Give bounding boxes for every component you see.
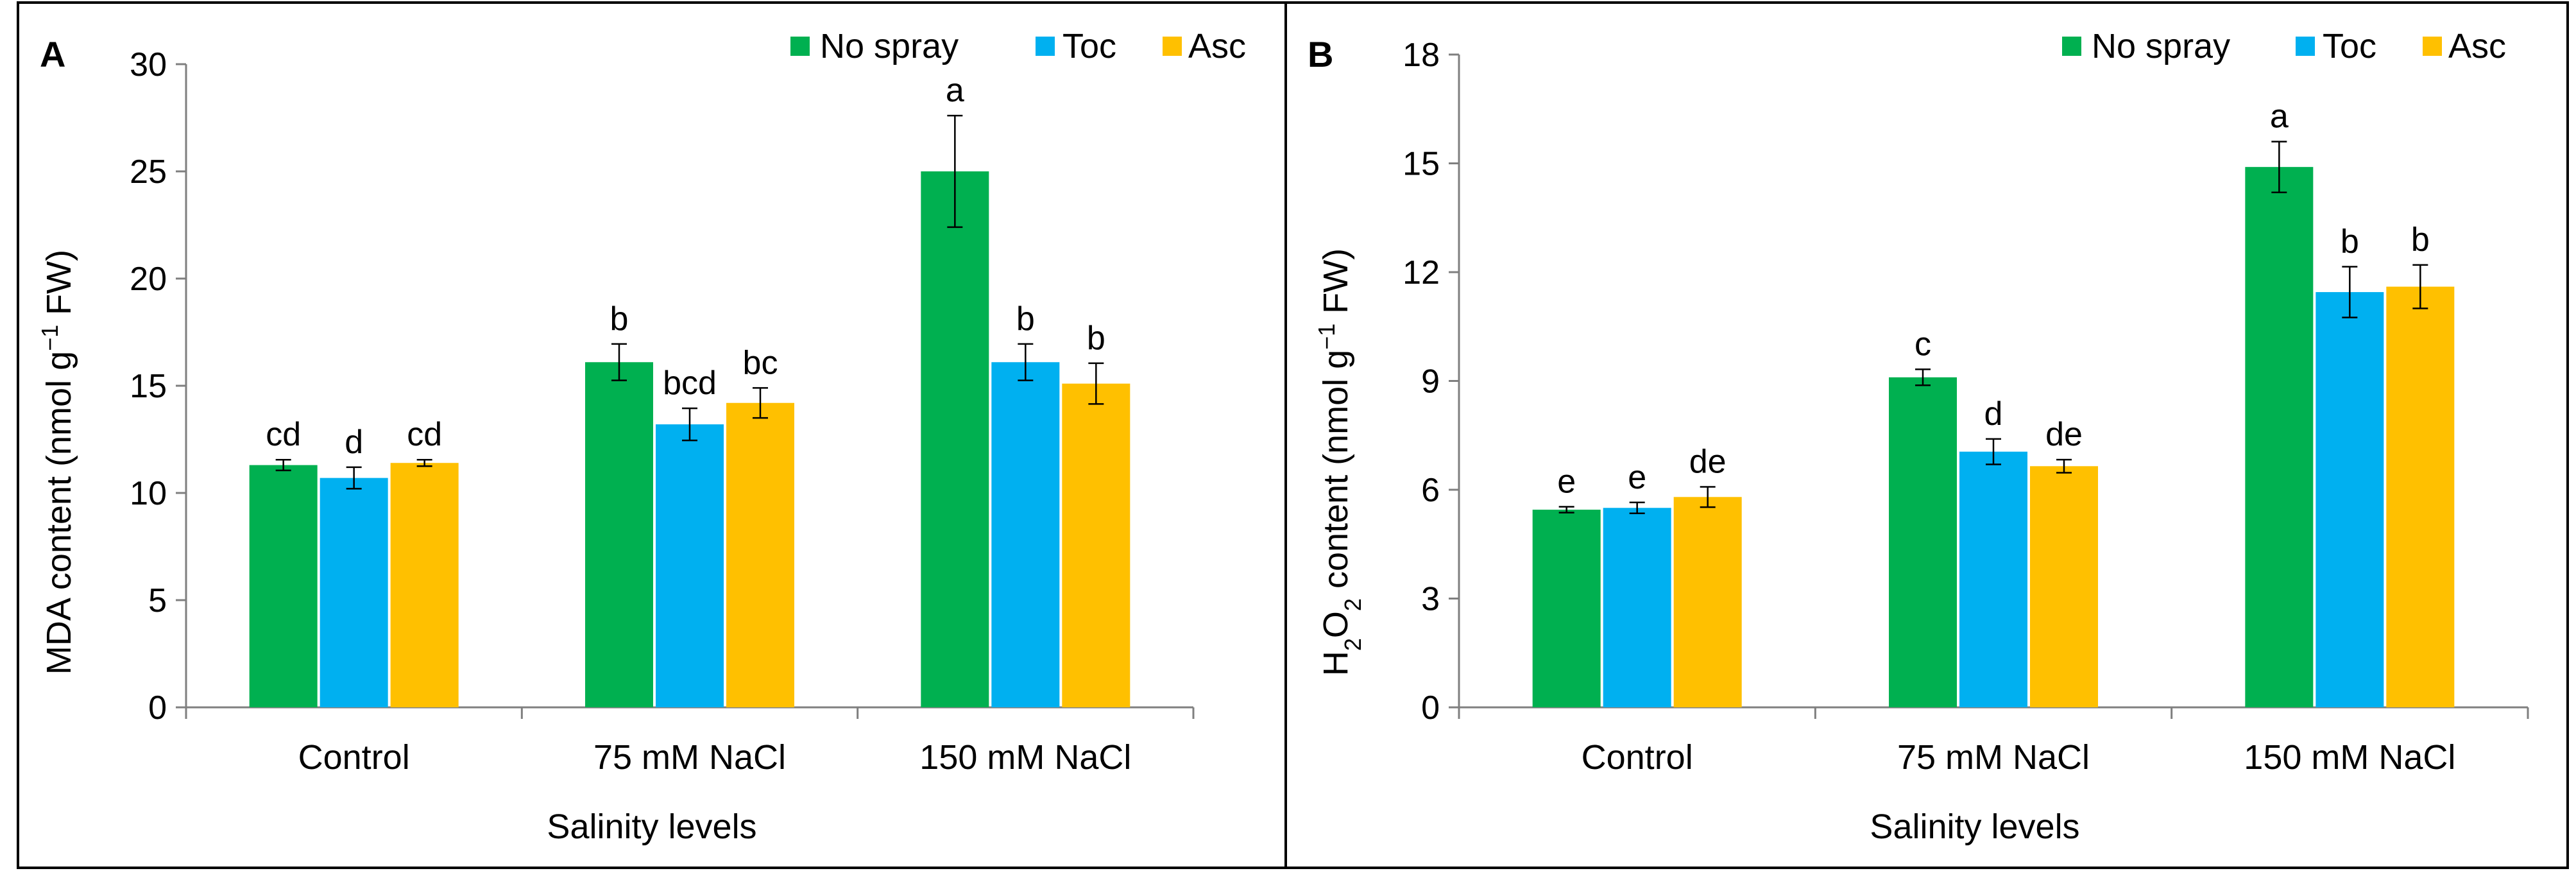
y-tick-label: 15 bbox=[1403, 146, 1440, 183]
significance-letter: b bbox=[1087, 320, 1105, 357]
bar-asc bbox=[2386, 286, 2455, 708]
legend-label-toc: Toc bbox=[1062, 27, 1116, 65]
bar-no-spray bbox=[1532, 510, 1601, 707]
bar-asc bbox=[1673, 497, 1742, 707]
significance-letter: cd bbox=[266, 416, 301, 453]
legend-label-no-spray: No spray bbox=[820, 27, 959, 65]
significance-letter: a bbox=[946, 72, 964, 109]
significance-letter: b bbox=[610, 300, 629, 338]
significance-letter: de bbox=[2045, 416, 2083, 453]
bar-toc bbox=[320, 478, 388, 707]
bar-no-spray bbox=[921, 171, 989, 707]
y-tick-label: 18 bbox=[1403, 37, 1440, 74]
bar-no-spray bbox=[585, 362, 653, 707]
legend-swatch-asc bbox=[2423, 37, 2442, 56]
significance-letter: a bbox=[2270, 98, 2289, 135]
bar-toc bbox=[991, 362, 1060, 707]
y-tick-label: 0 bbox=[148, 689, 167, 727]
significance-letter: cd bbox=[407, 416, 442, 453]
legend-swatch-no-spray bbox=[2062, 37, 2081, 56]
significance-letter: de bbox=[1689, 443, 1727, 480]
panel-a-letter: A bbox=[40, 34, 65, 74]
y-tick-label: 20 bbox=[130, 261, 167, 298]
bar-asc bbox=[390, 463, 459, 707]
panel-a-legend: No spray Toc Asc bbox=[790, 27, 1246, 65]
legend-swatch-toc bbox=[2296, 37, 2315, 56]
significance-letter: b bbox=[2341, 223, 2359, 261]
panel-b-legend: No spray Toc Asc bbox=[2062, 27, 2506, 65]
legend-label-asc: Asc bbox=[2448, 27, 2506, 65]
significance-letter: b bbox=[2411, 221, 2430, 259]
significance-letter: e bbox=[1557, 463, 1576, 501]
y-tick-label: 6 bbox=[1421, 472, 1440, 509]
x-category-label: 150 mM NaCl bbox=[919, 738, 1131, 777]
significance-letter: e bbox=[1628, 459, 1646, 496]
panel-a-plot: 0 5 10 15 20 25 30 Control 75 mM NaCl 150 mM NaCl… bbox=[130, 46, 1195, 777]
significance-letter: c bbox=[1915, 325, 1931, 363]
significance-letter: bc bbox=[743, 344, 778, 381]
bar-toc bbox=[1603, 508, 1671, 707]
x-category-label: Control bbox=[1582, 738, 1693, 777]
bar-asc bbox=[2030, 466, 2098, 707]
x-category-label: Control bbox=[298, 738, 410, 777]
bar-no-spray bbox=[2245, 167, 2314, 707]
panel-b-y-axis-label: H2O2 content (nmol g−1 FW) bbox=[1313, 248, 1366, 676]
bar-no-spray bbox=[249, 465, 318, 707]
legend-swatch-toc bbox=[1036, 37, 1055, 56]
legend-label-no-spray: No spray bbox=[2092, 27, 2230, 65]
panel-a: A No spray Toc Asc MDA content (nmol g−1… bbox=[37, 27, 1247, 846]
panel-b-plot: 0 3 6 9 12 15 18 Control 75 mM NaCl 150 mM NaCl e c… bbox=[1403, 37, 2529, 777]
legend-swatch-asc bbox=[1163, 37, 1182, 56]
bar-toc bbox=[2316, 292, 2384, 707]
panel-a-x-axis-label: Salinity levels bbox=[547, 807, 756, 846]
y-tick-label: 10 bbox=[130, 475, 167, 512]
x-category-label: 75 mM NaCl bbox=[593, 738, 786, 777]
figure-frame bbox=[17, 1, 2569, 869]
panel-b-letter: B bbox=[1308, 34, 1333, 74]
legend-swatch-no-spray bbox=[790, 37, 810, 56]
y-tick-label: 0 bbox=[1421, 689, 1440, 727]
y-tick-label: 15 bbox=[130, 368, 167, 405]
y-tick-label: 5 bbox=[148, 582, 167, 619]
bar-no-spray bbox=[1889, 377, 1957, 707]
significance-letter: b bbox=[1016, 300, 1035, 338]
panel-b: B No spray Toc Asc H2O2 content (nmol g−… bbox=[1308, 27, 2529, 846]
panel-a-y-axis-label: MDA content (nmol g−1 FW) bbox=[37, 250, 79, 675]
legend-label-asc: Asc bbox=[1188, 27, 1246, 65]
y-tick-label: 25 bbox=[130, 153, 167, 191]
bar-toc bbox=[1959, 451, 2027, 707]
significance-letter: d bbox=[345, 424, 363, 461]
y-tick-label: 3 bbox=[1421, 581, 1440, 618]
x-category-label: 75 mM NaCl bbox=[1897, 738, 2090, 777]
y-tick-label: 9 bbox=[1421, 363, 1440, 401]
bar-toc bbox=[656, 424, 724, 707]
significance-letter: bcd bbox=[663, 365, 717, 402]
y-tick-label: 12 bbox=[1403, 254, 1440, 291]
legend-label-toc: Toc bbox=[2323, 27, 2376, 65]
x-category-label: 150 mM NaCl bbox=[2244, 738, 2455, 777]
bar-asc bbox=[726, 402, 794, 707]
bar-asc bbox=[1062, 383, 1130, 707]
significance-letter: d bbox=[1984, 395, 2003, 433]
panel-b-x-axis-label: Salinity levels bbox=[1870, 807, 2079, 846]
y-tick-label: 30 bbox=[130, 46, 167, 83]
